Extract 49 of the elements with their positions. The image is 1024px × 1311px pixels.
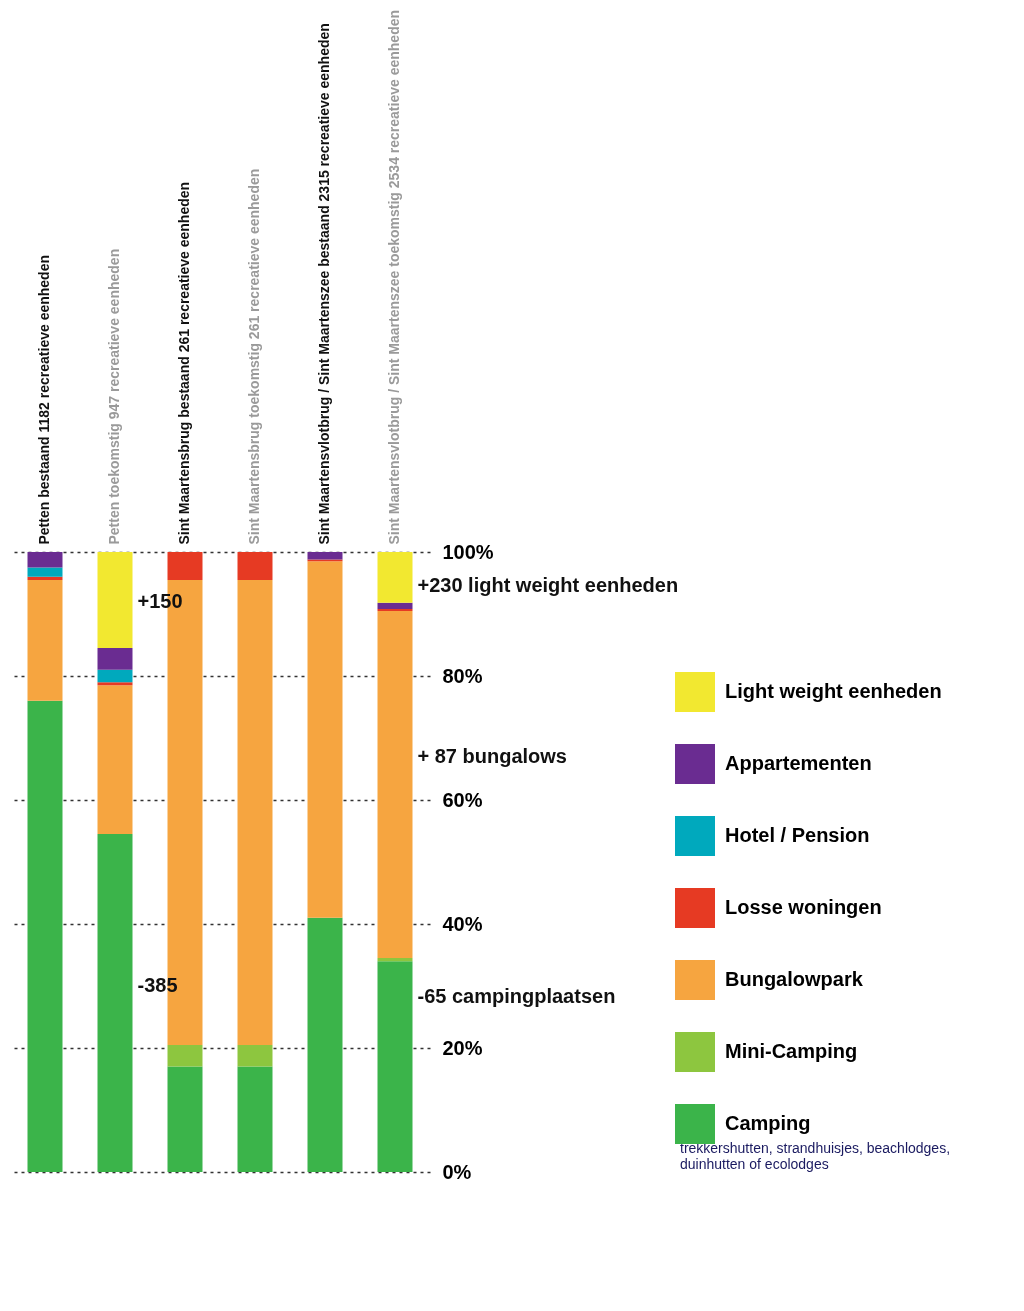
bar (307, 917, 343, 1172)
bar (377, 552, 413, 603)
y-tick-label: 0% (442, 1160, 472, 1183)
bar (27, 579, 63, 701)
bar (237, 579, 273, 1045)
legend-label: Bungalowpark (725, 968, 864, 990)
legend-label: Appartementen (725, 752, 872, 774)
y-tick-label: 100% (442, 540, 494, 563)
bar (167, 552, 203, 580)
legend-label: Light weight eenheden (725, 680, 942, 702)
bar (307, 561, 343, 918)
annotation: + 87 bungalows (417, 744, 567, 767)
y-tick-label: 20% (442, 1036, 483, 1059)
bar (97, 669, 133, 683)
bar (237, 552, 273, 580)
bar (377, 602, 413, 610)
legend-label: Mini-Camping (725, 1040, 858, 1062)
bar (167, 1044, 203, 1067)
annotation: +230 light weight eenheden (417, 574, 679, 597)
annotation: -65 campingplaatsen (417, 984, 616, 1007)
bar (27, 552, 63, 568)
bar (237, 1044, 273, 1067)
y-tick-label: 80% (442, 664, 483, 687)
legend-label: Hotel / Pension (725, 824, 870, 846)
bar (97, 834, 133, 1172)
y-tick-label: 40% (442, 912, 483, 935)
bar (377, 958, 413, 962)
y-tick-label: 60% (442, 788, 483, 811)
bar (97, 685, 133, 835)
x-tick-label: Petten toekomstig 947 recreatieve eenheden (106, 248, 122, 545)
bar (377, 610, 413, 959)
bar (97, 552, 133, 649)
bar (27, 700, 63, 1172)
bar (237, 1066, 273, 1172)
legend-label: Losse woningen (725, 896, 882, 918)
x-tick-label: Petten bestaand 1182 recreatieve eenheden (36, 255, 52, 545)
bar (97, 648, 133, 670)
bar (307, 552, 343, 560)
bar (27, 567, 63, 577)
x-tick-label: Sint Maartensvlotbrug / Sint Maartenszee bestaand 2315 recreatieve eenheden (316, 23, 332, 545)
bar (377, 961, 413, 1172)
x-tick-label: Sint Maartensbrug toekomstig 261 recreatieve eenheden (246, 168, 262, 545)
bar (167, 1066, 203, 1172)
text: trekkershutten, strandhuisjes, beachlodges, duinhutten of ecolodges (680, 1140, 951, 1172)
x-tick-label: Sint Maartensvlotbrug / Sint Maartenszee toekomstig 2534 recreatieve eenheden (386, 9, 402, 545)
legend-label: Camping (725, 1112, 811, 1134)
x-tick-label: Sint Maartensbrug bestaand 261 recreatieve eenheden (176, 181, 192, 545)
bar (27, 576, 63, 580)
bar (97, 682, 133, 686)
